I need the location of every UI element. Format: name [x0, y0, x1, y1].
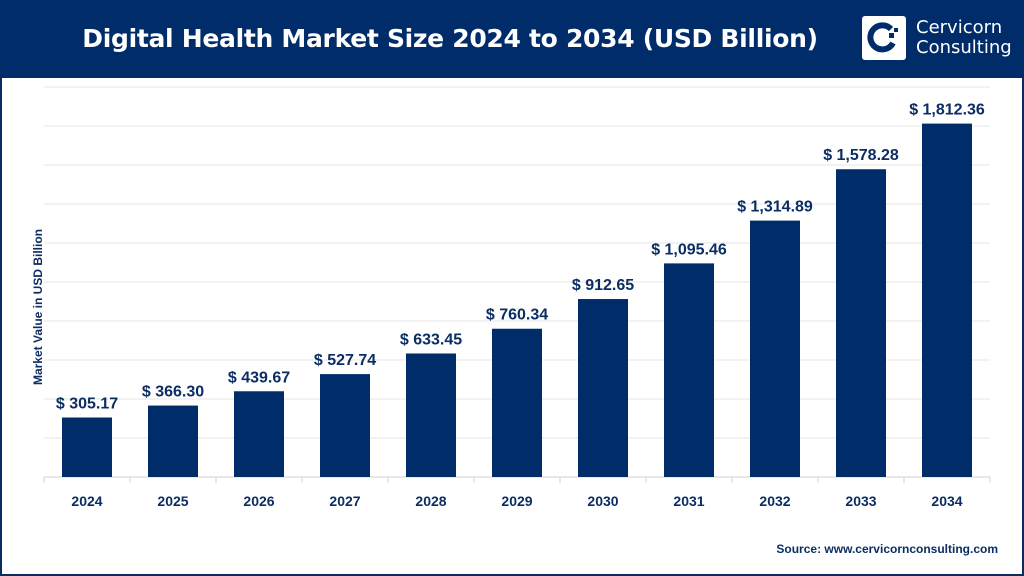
bar-2028: [406, 353, 456, 477]
chart-title: Digital Health Market Size 2024 to 2034 …: [82, 24, 818, 53]
data-label: $ 760.34: [486, 307, 548, 324]
bar-2026: [234, 391, 284, 477]
logo-text-line1: Cervicorn: [916, 17, 1003, 38]
data-label: $ 1,314.89: [737, 199, 813, 216]
x-tick-label: 2032: [759, 493, 790, 509]
x-tick-label: 2027: [329, 493, 360, 509]
logo-icon: [862, 16, 906, 60]
bar-2027: [320, 374, 370, 477]
x-tick-label: 2031: [673, 493, 704, 509]
bar-2030: [578, 299, 628, 477]
x-tick-label: 2030: [587, 493, 618, 509]
x-tick-label: 2024: [71, 493, 102, 509]
data-label: $ 527.74: [314, 352, 376, 369]
x-tick-label: 2034: [931, 493, 962, 509]
company-logo: Cervicorn Consulting: [862, 16, 1012, 60]
logo-text-line2: Consulting: [916, 37, 1012, 58]
bar-2031: [664, 263, 714, 477]
x-tick-label: 2025: [157, 493, 188, 509]
bar-2032: [750, 220, 800, 478]
x-tick-label: 2033: [845, 493, 876, 509]
data-label: $ 1,812.36: [909, 102, 985, 119]
source-text: Source: www.cervicornconsulting.com: [776, 542, 998, 556]
x-tick-label: 2028: [415, 493, 446, 509]
data-label: $ 305.17: [56, 395, 118, 412]
bar-2025: [148, 405, 198, 477]
data-label: $ 633.45: [400, 331, 462, 348]
data-label: $ 366.30: [142, 384, 204, 401]
header-bar: Digital Health Market Size 2024 to 2034 …: [0, 0, 1024, 78]
data-label: $ 912.65: [572, 277, 634, 294]
x-tick-label: 2026: [243, 493, 274, 509]
data-label: $ 1,578.28: [823, 147, 899, 164]
bar-2029: [492, 328, 542, 477]
data-label: $ 1,095.46: [651, 241, 727, 258]
x-tick-label: 2029: [501, 493, 532, 509]
data-label: $ 439.67: [228, 369, 290, 386]
bar-2033: [836, 169, 886, 477]
bar-2034: [922, 123, 972, 478]
bar-2024: [62, 417, 112, 477]
